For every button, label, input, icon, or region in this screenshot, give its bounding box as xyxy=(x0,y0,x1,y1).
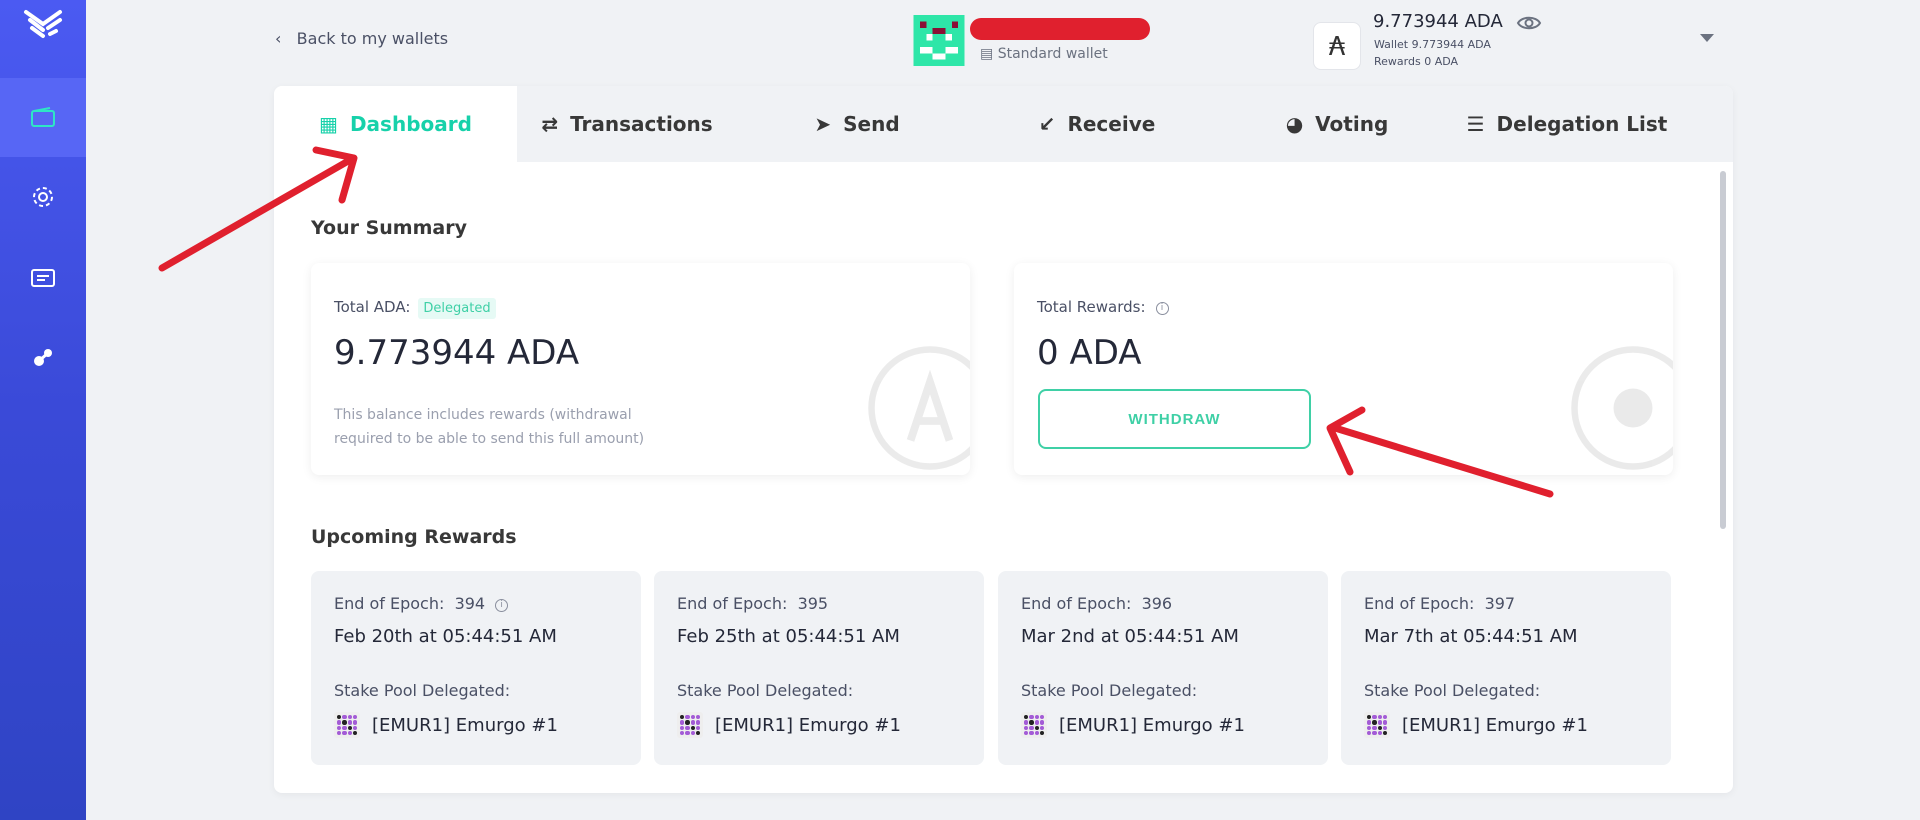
wallet-balance: 9.773944 ADA xyxy=(1373,11,1503,32)
tab-label: Send xyxy=(843,112,900,136)
pool-avatar-icon xyxy=(1364,712,1390,738)
tab-delegation-list[interactable]: ☰ Delegation List xyxy=(1457,86,1677,162)
epoch-label: End of Epoch: 395 xyxy=(677,594,961,618)
info-icon[interactable]: i xyxy=(495,599,509,612)
ada-watermark-icon xyxy=(868,346,970,470)
pool-label: Stake Pool Delegated: xyxy=(1021,681,1198,700)
epoch-label: End of Epoch: 396 xyxy=(1021,594,1305,618)
pool-row[interactable]: [EMUR1] Emurgo #1 xyxy=(334,712,618,738)
redacted-wallet-name xyxy=(970,18,1150,40)
rewards-watermark-icon xyxy=(1571,346,1673,470)
total-ada-card: Total ADA: Delegated 9.773944 ADA This ba… xyxy=(311,263,970,475)
back-to-wallets-link[interactable]: ‹ Back to my wallets xyxy=(275,29,449,48)
total-rewards-card: Total Rewards: i 0 ADA WITHDRAW xyxy=(1014,263,1673,475)
wallet-icon[interactable] xyxy=(29,104,57,132)
pool-label: Stake Pool Delegated: xyxy=(677,681,854,700)
epoch-card: End of Epoch: 396 Mar 2nd at 05:44:51 AM… xyxy=(998,571,1328,765)
dashboard-card: ▦ Dashboard ⇄ Transactions ➤ Send ↙ Receive … xyxy=(274,86,1733,793)
total-rewards-label: Total Rewards: xyxy=(1037,298,1146,316)
epoch-label-text: End of Epoch: xyxy=(334,594,445,613)
wallet-avatar xyxy=(913,15,965,66)
pool-label: Stake Pool Delegated: xyxy=(1364,681,1541,700)
total-rewards-value: 0 ADA xyxy=(1037,333,1142,373)
eye-icon[interactable] xyxy=(1516,13,1542,33)
info-icon[interactable]: i xyxy=(1155,302,1169,315)
upcoming-rewards-title: Upcoming Rewards xyxy=(311,526,517,548)
ada-icon: ₳ xyxy=(1313,22,1361,70)
pool-row[interactable]: [EMUR1] Emurgo #1 xyxy=(1364,712,1648,738)
pool-name: [EMUR1] Emurgo #1 xyxy=(1402,714,1588,736)
tab-receive[interactable]: ↙ Receive xyxy=(977,86,1217,162)
arrow-down-left-icon: ↙ xyxy=(1038,112,1056,136)
tab-bar: ▦ Dashboard ⇄ Transactions ➤ Send ↙ Receive … xyxy=(274,86,1733,162)
rewards-line: Rewards 0 ADA xyxy=(1374,55,1459,68)
grid-icon: ▦ xyxy=(319,112,338,136)
list-icon: ☰ xyxy=(1466,112,1485,136)
yoroi-logo-icon[interactable] xyxy=(22,6,64,48)
pool-avatar-icon xyxy=(1021,712,1047,738)
tab-voting[interactable]: ◕ Voting xyxy=(1217,86,1457,162)
transfer-wallet-icon[interactable] xyxy=(29,264,57,292)
scrollbar[interactable] xyxy=(1720,171,1726,529)
pool-name: [EMUR1] Emurgo #1 xyxy=(1059,714,1245,736)
epoch-label-text: End of Epoch: xyxy=(1364,594,1475,613)
epoch-date: Mar 7th at 05:44:51 AM xyxy=(1364,626,1578,647)
epoch-number: 397 xyxy=(1484,594,1516,613)
epoch-date: Feb 25th at 05:44:51 AM xyxy=(677,626,900,647)
pool-name: [EMUR1] Emurgo #1 xyxy=(715,714,901,736)
delegated-badge: Delegated xyxy=(418,298,496,319)
epoch-date: Feb 20th at 05:44:51 AM xyxy=(334,626,557,647)
pool-row[interactable]: [EMUR1] Emurgo #1 xyxy=(1021,712,1305,738)
sidebar xyxy=(0,0,86,820)
total-ada-label: Total ADA: xyxy=(334,298,411,316)
tab-label: Voting xyxy=(1315,112,1389,136)
balance-note: This balance includes rewards (withdrawa… xyxy=(334,407,645,447)
epoch-number: 394 xyxy=(454,594,486,613)
tab-transactions[interactable]: ⇄ Transactions xyxy=(517,86,737,162)
dapp-connector-icon[interactable] xyxy=(29,344,57,372)
tab-label: Transactions xyxy=(570,112,713,136)
wallet-dropdown-chevron-icon[interactable] xyxy=(1700,34,1714,42)
wallet-type-label: Standard wallet xyxy=(997,46,1108,62)
summary-title: Your Summary xyxy=(311,217,467,239)
epoch-label-text: End of Epoch: xyxy=(677,594,788,613)
epoch-card: End of Epoch: 395 Feb 25th at 05:44:51 A… xyxy=(654,571,984,765)
tab-label: Delegation List xyxy=(1496,112,1668,136)
epoch-number: 396 xyxy=(1141,594,1173,613)
epoch-card: End of Epoch: 397 Mar 7th at 05:44:51 AM… xyxy=(1341,571,1671,765)
wallet-line: Wallet 9.773944 ADA xyxy=(1374,38,1491,51)
pool-label: Stake Pool Delegated: xyxy=(334,681,511,700)
paper-plane-icon: ➤ xyxy=(814,112,832,136)
tab-send[interactable]: ➤ Send xyxy=(737,86,977,162)
withdraw-button[interactable]: WITHDRAW xyxy=(1038,389,1311,449)
epoch-label-text: End of Epoch: xyxy=(1021,594,1132,613)
tab-label: Receive xyxy=(1067,112,1156,136)
pool-row[interactable]: [EMUR1] Emurgo #1 xyxy=(677,712,961,738)
total-ada-value: 9.773944 ADA xyxy=(334,333,580,373)
sidebar-item-wallet[interactable] xyxy=(0,78,86,157)
gear-icon[interactable] xyxy=(29,183,57,211)
exchange-icon: ⇄ xyxy=(541,112,559,136)
epoch-card: End of Epoch: 394 i Feb 20th at 05:44:51 … xyxy=(311,571,641,765)
epoch-label: End of Epoch: 394 i xyxy=(334,594,618,618)
pool-avatar-icon xyxy=(334,712,360,738)
epoch-label: End of Epoch: 397 xyxy=(1364,594,1648,618)
tab-dashboard[interactable]: ▦ Dashboard xyxy=(274,86,517,162)
wallet-type: ▤ Standard wallet xyxy=(980,46,1108,62)
voting-icon: ◕ xyxy=(1285,112,1304,136)
wallet-type-icon: ▤ xyxy=(980,46,994,62)
epoch-number: 395 xyxy=(797,594,829,613)
epoch-date: Mar 2nd at 05:44:51 AM xyxy=(1021,626,1239,647)
back-label: Back to my wallets xyxy=(296,29,449,48)
pool-avatar-icon xyxy=(677,712,703,738)
tab-label: Dashboard xyxy=(349,112,472,136)
pool-name: [EMUR1] Emurgo #1 xyxy=(372,714,558,736)
